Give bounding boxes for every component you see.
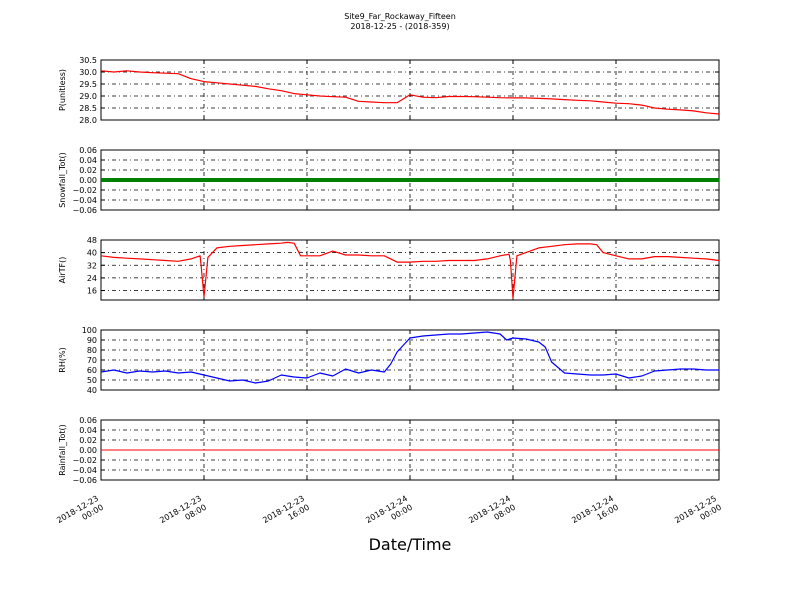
chart-title-line2: 2018-12-25 - (2018-359) [350, 22, 449, 31]
rh-y-tick-label: 60 [87, 366, 97, 375]
rainfall-y-tick-label: −0.04 [72, 466, 97, 475]
pressure-y-tick-label: 30.5 [79, 56, 97, 65]
rainfall-y-tick-label: 0.06 [79, 416, 97, 425]
pressure-y-tick-label: 28.5 [79, 104, 97, 113]
panel-snowfall: 0.060.040.020.00−0.02−0.04−0.06 Snowfall_… [58, 146, 720, 215]
rainfall-y-tick-label: −0.02 [72, 456, 97, 465]
panel-airtemp: 48 40 32 24 16 AirTF() [58, 236, 720, 301]
x-axis-label: Date/Time [369, 535, 452, 554]
airtemp-y-tick-label: 48 [87, 236, 97, 245]
airtemp-series-line [100, 241, 720, 299]
snowfall-y-tick-label: 0.04 [79, 156, 97, 165]
rh-y-tick-label: 90 [87, 336, 97, 345]
rh-y-axis-label: RH(%) [58, 347, 67, 372]
rainfall-y-tick-label: −0.06 [72, 476, 97, 485]
rainfall-y-tick-label: 0.00 [79, 446, 97, 455]
snowfall-y-tick-label: 0.06 [79, 146, 97, 155]
snowfall-y-tick-label: −0.04 [72, 196, 97, 205]
pressure-y-tick-label: 28.0 [79, 116, 97, 125]
airtemp-y-tick-label: 24 [87, 274, 97, 283]
rainfall-y-tick-label: 0.04 [79, 426, 97, 435]
rainfall-y-tick-label: 0.02 [79, 436, 97, 445]
snowfall-y-tick-label: 0.00 [79, 176, 97, 185]
snowfall-y-tick-label: −0.02 [72, 186, 97, 195]
airtemp-y-tick-label: 40 [87, 249, 97, 258]
rh-y-tick-label: 50 [87, 376, 97, 385]
pressure-y-tick-label: 29.5 [79, 80, 97, 89]
rh-y-tick-label: 100 [82, 326, 97, 335]
airtemp-y-axis-label: AirTF() [58, 257, 67, 284]
panels-group: 30.530.029.529.028.528.0P(unitless)0.060… [58, 56, 720, 485]
pressure-y-tick-label: 30.0 [79, 68, 97, 77]
airtemp-y-tick-label: 16 [87, 287, 97, 296]
snowfall-y-axis-label: Snowfall_Tot() [58, 152, 67, 208]
rh-y-tick-label: 40 [87, 386, 97, 395]
panel-rainfall: 0.060.040.020.00−0.02−0.04−0.06 Rainfall_… [58, 416, 720, 485]
pressure-series-line [100, 70, 720, 115]
rh-y-tick-label: 80 [87, 346, 97, 355]
rainfall-y-axis-label: Rainfall_Tot() [58, 424, 67, 476]
airtemp-y-tick-label: 32 [87, 261, 97, 270]
snowfall-y-tick-label: −0.06 [72, 206, 97, 215]
rh-series-line [100, 331, 719, 384]
snowfall-y-tick-label: 0.02 [79, 166, 97, 175]
rh-y-tick-label: 70 [87, 356, 97, 365]
pressure-y-tick-label: 29.0 [79, 92, 97, 101]
panel-pressure: 30.5 30.0 29.5 29.0 28.5 28.0 P(unitless) [58, 56, 720, 125]
pressure-y-axis-label: P(unitless) [58, 69, 67, 111]
chart-title-line1: Site9_Far_Rockaway_Fifteen [344, 12, 456, 21]
